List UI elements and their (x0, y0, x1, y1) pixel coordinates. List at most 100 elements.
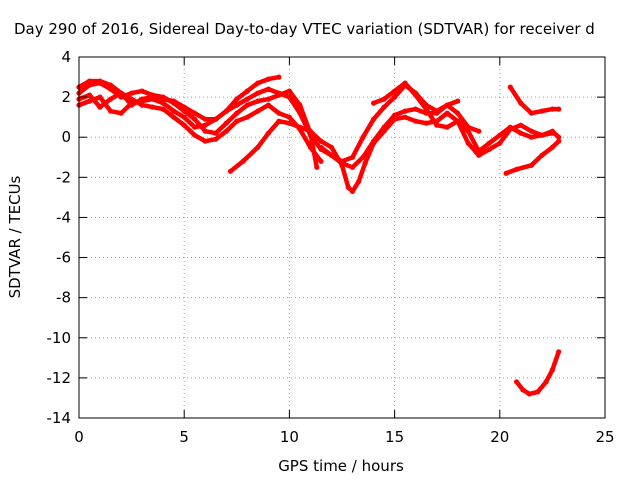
data-point (402, 80, 408, 86)
data-point (227, 168, 234, 174)
data-point (349, 154, 356, 160)
data-point (240, 158, 246, 164)
y-tick-label: -2 (56, 168, 71, 186)
data-point (543, 379, 549, 385)
data-point (455, 110, 461, 116)
data-point (213, 116, 219, 122)
data-point (465, 128, 471, 134)
data-point (497, 140, 503, 146)
series-line-track-5 (228, 110, 561, 194)
data-point (265, 76, 271, 82)
data-point (360, 134, 366, 140)
data-point (476, 128, 482, 134)
data-point (549, 367, 556, 373)
y-tick-label: 0 (61, 128, 71, 146)
data-point (307, 144, 313, 150)
data-point (402, 114, 408, 120)
data-point (465, 140, 471, 146)
y-tick-label: -6 (56, 249, 71, 267)
data-point (307, 128, 313, 134)
y-tick-label: -10 (47, 329, 72, 347)
data-point (234, 96, 240, 102)
data-point (97, 94, 103, 100)
data-point (202, 116, 208, 122)
data-point (514, 166, 520, 172)
data-point (202, 138, 208, 144)
data-point (286, 94, 292, 100)
data-point (392, 94, 398, 100)
data-point (213, 136, 219, 142)
data-point (244, 96, 250, 102)
plot-frame (78, 56, 606, 419)
x-tick-label: 25 (595, 428, 614, 446)
data-point (234, 110, 240, 116)
y-axis-ticks: -14 -12 -10 -8 -6 -4 -2 0 2 4 (47, 48, 605, 427)
data-point (150, 104, 156, 110)
data-point (356, 178, 362, 184)
data-point (371, 116, 377, 122)
data-point (392, 88, 398, 94)
data-point (202, 128, 208, 134)
data-point (528, 134, 535, 140)
data-point (255, 80, 261, 86)
data-point (497, 132, 503, 138)
data-point (381, 104, 387, 110)
data-point (223, 108, 229, 114)
data-point (514, 379, 520, 385)
x-axis-ticks: 0 5 10 15 20 25 (74, 57, 615, 446)
y-tick-label: -12 (47, 369, 72, 387)
data-point (108, 96, 114, 102)
data-point (86, 78, 93, 84)
data-point (371, 138, 377, 144)
data-point (160, 106, 166, 112)
data-point (455, 98, 461, 104)
data-point (349, 164, 356, 170)
data-point (97, 78, 103, 84)
data-point (549, 144, 556, 150)
data-point (276, 74, 282, 80)
data-point (486, 140, 492, 146)
data-point (413, 118, 419, 124)
data-point (286, 114, 292, 120)
data-point (507, 124, 513, 130)
data-point (150, 96, 156, 102)
data-point (181, 122, 187, 128)
data-point (192, 124, 198, 130)
data-point (539, 152, 545, 158)
data-point (318, 144, 324, 150)
data-point (192, 110, 198, 116)
data-point (434, 122, 440, 128)
data-point (171, 114, 177, 120)
data-point (539, 108, 545, 114)
data-point (413, 92, 419, 98)
data-point (244, 88, 250, 94)
data-point (276, 118, 282, 124)
data-point (139, 102, 145, 108)
data-point (381, 96, 387, 102)
data-point (371, 100, 377, 106)
data-point (297, 110, 303, 116)
data-point (160, 100, 166, 106)
data-point (86, 98, 93, 104)
data-point (223, 128, 229, 134)
data-point (244, 102, 250, 108)
data-point (455, 118, 461, 124)
data-point (381, 124, 387, 130)
data-point (518, 130, 524, 136)
data-point (349, 188, 356, 194)
data-point (314, 164, 320, 170)
data-point (345, 184, 351, 190)
data-point (539, 132, 545, 138)
data-point (255, 108, 261, 114)
y-tick-label: -14 (47, 409, 72, 427)
data-point (265, 96, 271, 102)
data-point (362, 160, 368, 166)
y-tick-label: -8 (56, 289, 71, 307)
data-point (423, 120, 429, 126)
data-point (339, 160, 345, 166)
data-point (318, 158, 324, 164)
data-point (402, 108, 408, 114)
data-point (234, 118, 240, 124)
data-point (286, 88, 292, 94)
